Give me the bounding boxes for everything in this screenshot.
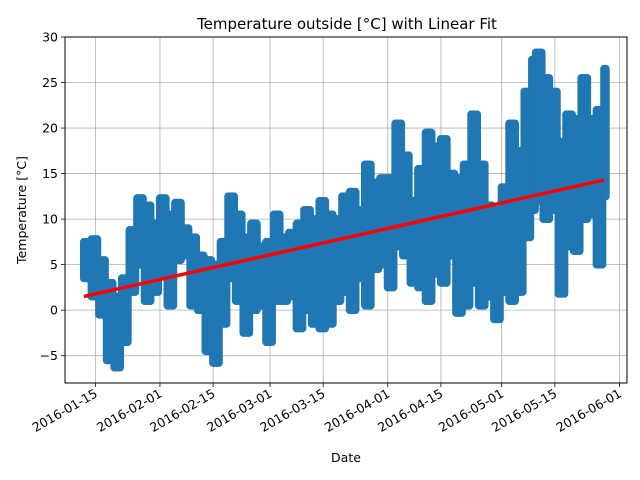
y-tick-label: −5	[40, 348, 58, 363]
y-tick-label: 15	[42, 166, 58, 181]
y-tick-label: 0	[50, 303, 58, 318]
x-axis-label: Date	[331, 450, 361, 465]
y-tick-label: 20	[42, 121, 58, 136]
chart-title: Temperature outside [°C] with Linear Fit	[196, 15, 497, 33]
scatter-series	[79, 48, 610, 372]
y-tick-label: 30	[42, 30, 58, 45]
fit-line	[83, 178, 605, 299]
y-tick-label: 25	[42, 75, 58, 90]
fit-line-series	[83, 178, 605, 299]
x-tick-label: 2016-06-01	[553, 386, 623, 435]
y-tick-label: 5	[50, 257, 58, 272]
plot-frame	[64, 36, 628, 384]
x-axis: 2016-01-152016-02-012016-02-152016-03-01…	[29, 383, 624, 435]
y-tick-label: 10	[42, 212, 58, 227]
y-axis: −5 0 5 10 15 20 25 30	[40, 30, 65, 363]
x-tick-label: 2016-01-15	[29, 386, 99, 435]
y-axis-label: Temperature [°C]	[14, 156, 29, 265]
